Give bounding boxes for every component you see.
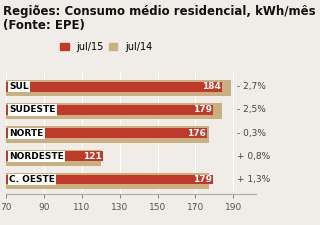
Bar [6, 173, 209, 189]
Text: Regiões: Consumo médio residencial, kWh/mês (Fonte: EPE): Regiões: Consumo médio residencial, kWh/… [3, 4, 316, 32]
Text: NORTE: NORTE [9, 129, 44, 138]
Bar [6, 105, 212, 115]
Bar [6, 82, 222, 92]
Text: - 2,7%: - 2,7% [237, 82, 266, 91]
Text: 184: 184 [202, 82, 221, 91]
Text: 121: 121 [83, 152, 102, 161]
Text: 179: 179 [193, 106, 212, 115]
Bar [6, 103, 222, 119]
Text: + 0,8%: + 0,8% [237, 152, 270, 161]
Bar [6, 151, 103, 161]
Text: - 2,5%: - 2,5% [237, 106, 266, 115]
Bar [6, 126, 209, 143]
Bar [6, 175, 212, 184]
Text: + 1,3%: + 1,3% [237, 175, 270, 184]
Legend: jul/15, jul/14: jul/15, jul/14 [56, 38, 156, 56]
Text: 176: 176 [187, 129, 206, 138]
Bar [6, 80, 231, 96]
Text: SUDESTE: SUDESTE [9, 106, 56, 115]
Text: C. OESTE: C. OESTE [9, 175, 55, 184]
Bar [6, 150, 101, 166]
Text: 179: 179 [193, 175, 212, 184]
Text: NORDESTE: NORDESTE [9, 152, 64, 161]
Bar [6, 128, 207, 138]
Text: - 0,3%: - 0,3% [237, 129, 266, 138]
Text: SUL: SUL [9, 82, 29, 91]
